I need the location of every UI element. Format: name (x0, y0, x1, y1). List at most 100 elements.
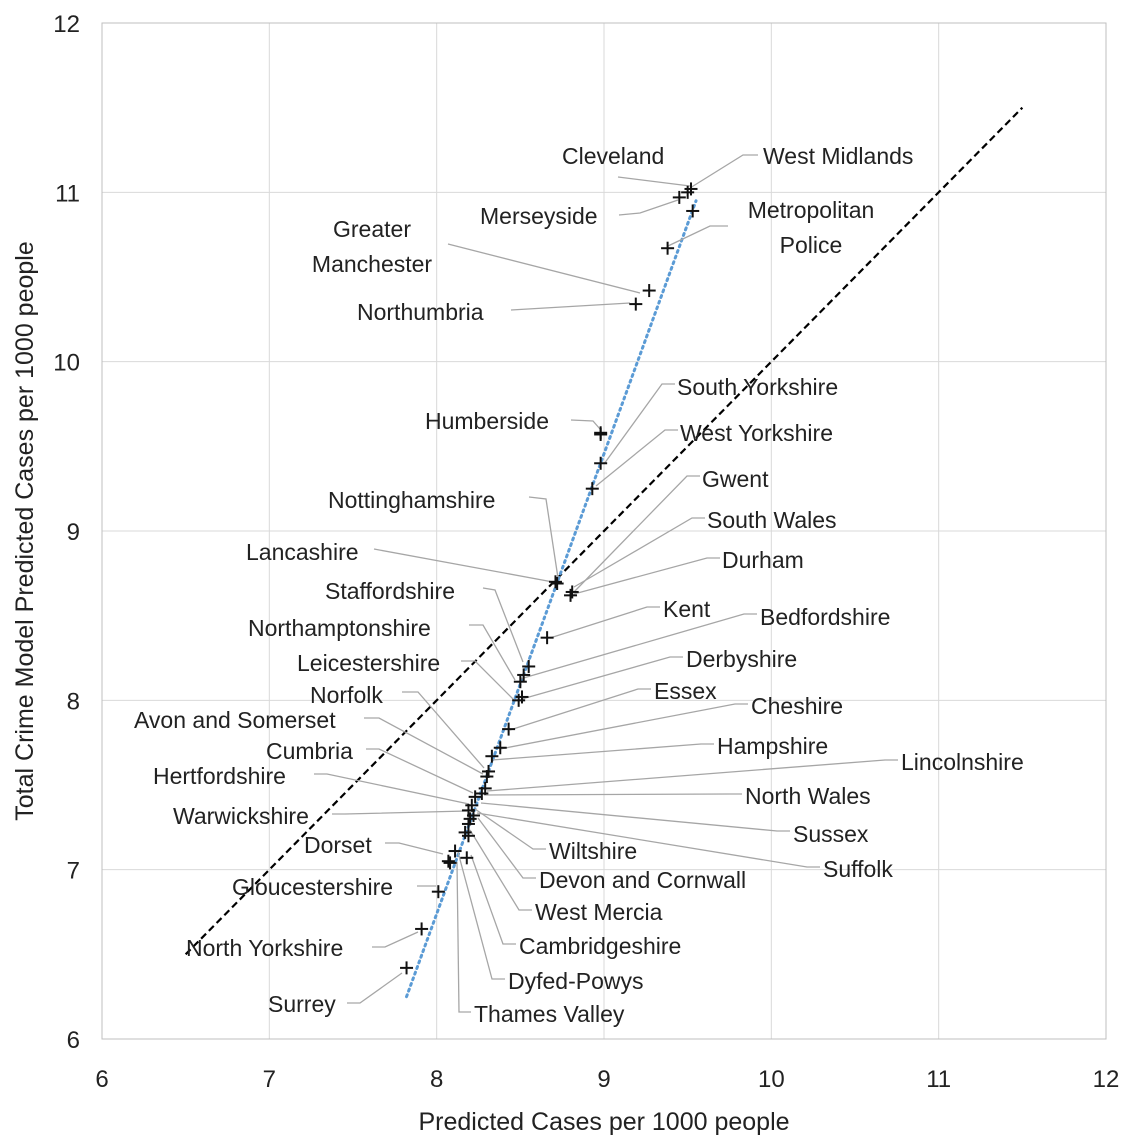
leader-line-leicestershire (461, 660, 516, 702)
data-point (642, 284, 656, 298)
label-line: Manchester (312, 251, 433, 277)
y-tick-label: 11 (55, 180, 80, 207)
leader-line-hampshire (491, 743, 714, 761)
x-tick-label: 12 (1093, 1066, 1120, 1093)
label-greater-manchester: Greater Manchester (312, 216, 433, 277)
y-tick-label: 12 (53, 11, 80, 38)
leader-line-cheshire (499, 703, 748, 750)
leader-line-warwickshire (332, 810, 468, 815)
data-point (461, 829, 475, 843)
leader-line-surrey (347, 972, 403, 1004)
leader-line-west-yorkshire (595, 429, 678, 487)
leader-line-cleveland (617, 176, 691, 187)
reference-line-y-equals-x (184, 106, 1024, 956)
x-tick-label: 11 (926, 1066, 951, 1093)
data-point (448, 844, 462, 858)
trend-line (405, 199, 698, 999)
data-point (585, 482, 599, 496)
leader-line-dorset (385, 842, 444, 855)
label-sussex: Sussex (793, 821, 869, 847)
label-gloucestershire: Gloucestershire (232, 874, 393, 900)
leader-line-west-mercia (469, 829, 532, 911)
leader-line-merseyside (618, 199, 679, 216)
label-dyfed-powys: Dyfed-Powys (508, 968, 643, 994)
label-west-mercia: West Mercia (535, 899, 663, 925)
label-gwent: Gwent (702, 466, 769, 492)
data-point (594, 427, 608, 441)
label-line: Metropolitan (748, 197, 875, 223)
label-humberside: Humberside (425, 408, 549, 434)
data-point (485, 749, 499, 763)
data-point (460, 851, 474, 865)
label-kent: Kent (663, 596, 711, 622)
leader-line-cambridgeshire (470, 854, 516, 945)
leader-line-cumbria (366, 748, 474, 794)
leader-line-greater-manchester (447, 243, 641, 294)
data-point (565, 585, 579, 599)
label-merseyside: Merseyside (480, 203, 598, 229)
label-devon-and-cornwall: Devon and Cornwall (539, 867, 746, 893)
data-point (493, 741, 507, 755)
leader-line-sussex (480, 802, 790, 832)
x-tick-label: 8 (430, 1066, 443, 1093)
data-point (461, 817, 475, 831)
data-point (564, 588, 578, 602)
leader-line-south-wales (573, 517, 705, 588)
data-point (513, 675, 527, 689)
leader-line-kent (549, 606, 660, 639)
data-point (681, 185, 695, 199)
label-metropolitan-police: Metropolitan Police (748, 197, 875, 258)
label-dorset: Dorset (304, 832, 372, 858)
data-point (672, 190, 686, 204)
label-north-wales: North Wales (745, 783, 871, 809)
label-cambridgeshire: Cambridgeshire (519, 933, 681, 959)
leader-line-lancashire (373, 548, 554, 583)
leader-line-norfolk (402, 691, 485, 769)
label-cleveland: Cleveland (562, 143, 664, 169)
label-staffordshire: Staffordshire (325, 578, 455, 604)
label-cumbria: Cumbria (266, 738, 353, 764)
leader-line-devon-and-cornwall (477, 817, 536, 879)
y-tick-label: 6 (67, 1027, 80, 1054)
leader-line-avon-and-somerset (364, 717, 484, 775)
x-axis-title: Predicted Cases per 1000 people (418, 1108, 789, 1136)
label-derbyshire: Derbyshire (686, 646, 797, 672)
label-south-yorkshire: South Yorkshire (677, 374, 838, 400)
label-hertfordshire: Hertfordshire (153, 763, 286, 789)
label-north-yorkshire: North Yorkshire (186, 935, 343, 961)
leader-line-gwent (573, 475, 700, 593)
data-point (480, 770, 494, 784)
leader-line-south-yorkshire (603, 383, 675, 465)
label-wiltshire: Wiltshire (549, 838, 637, 864)
label-nottinghamshire: Nottinghamshire (328, 487, 495, 513)
x-tick-label: 6 (95, 1066, 108, 1093)
leader-line-essex (509, 688, 651, 731)
y-tick-label: 8 (67, 688, 80, 715)
leader-line-north-yorkshire (372, 931, 419, 948)
data-point (475, 786, 489, 800)
data-point (686, 204, 700, 218)
axis-ticks: 6 7 8 9 10 11 12 6 7 8 9 10 11 12 (53, 11, 1119, 1093)
data-point (540, 631, 554, 645)
label-cheshire: Cheshire (751, 693, 843, 719)
leader-line-nottinghamshire (528, 496, 559, 579)
label-suffolk: Suffolk (823, 856, 893, 882)
data-point (468, 790, 482, 804)
leader-line-humberside (570, 419, 601, 430)
x-tick-label: 7 (263, 1066, 276, 1093)
leader-line-wiltshire (474, 808, 546, 850)
label-bedfordshire: Bedfordshire (760, 604, 890, 630)
reference-lines (184, 106, 1024, 999)
label-durham: Durham (722, 547, 804, 573)
label-thames-valley: Thames Valley (474, 1001, 625, 1027)
leader-line-dyfed-powys (457, 851, 505, 980)
leader-line-suffolk (476, 812, 820, 868)
label-west-yorkshire: West Yorkshire (680, 420, 833, 446)
leader-line-lincolnshire (486, 759, 898, 792)
label-lincolnshire: Lincolnshire (901, 749, 1024, 775)
label-northumbria: Northumbria (357, 299, 484, 325)
label-lancashire: Lancashire (246, 539, 359, 565)
data-point (512, 693, 526, 707)
leader-line-thames-valley (456, 861, 471, 1013)
